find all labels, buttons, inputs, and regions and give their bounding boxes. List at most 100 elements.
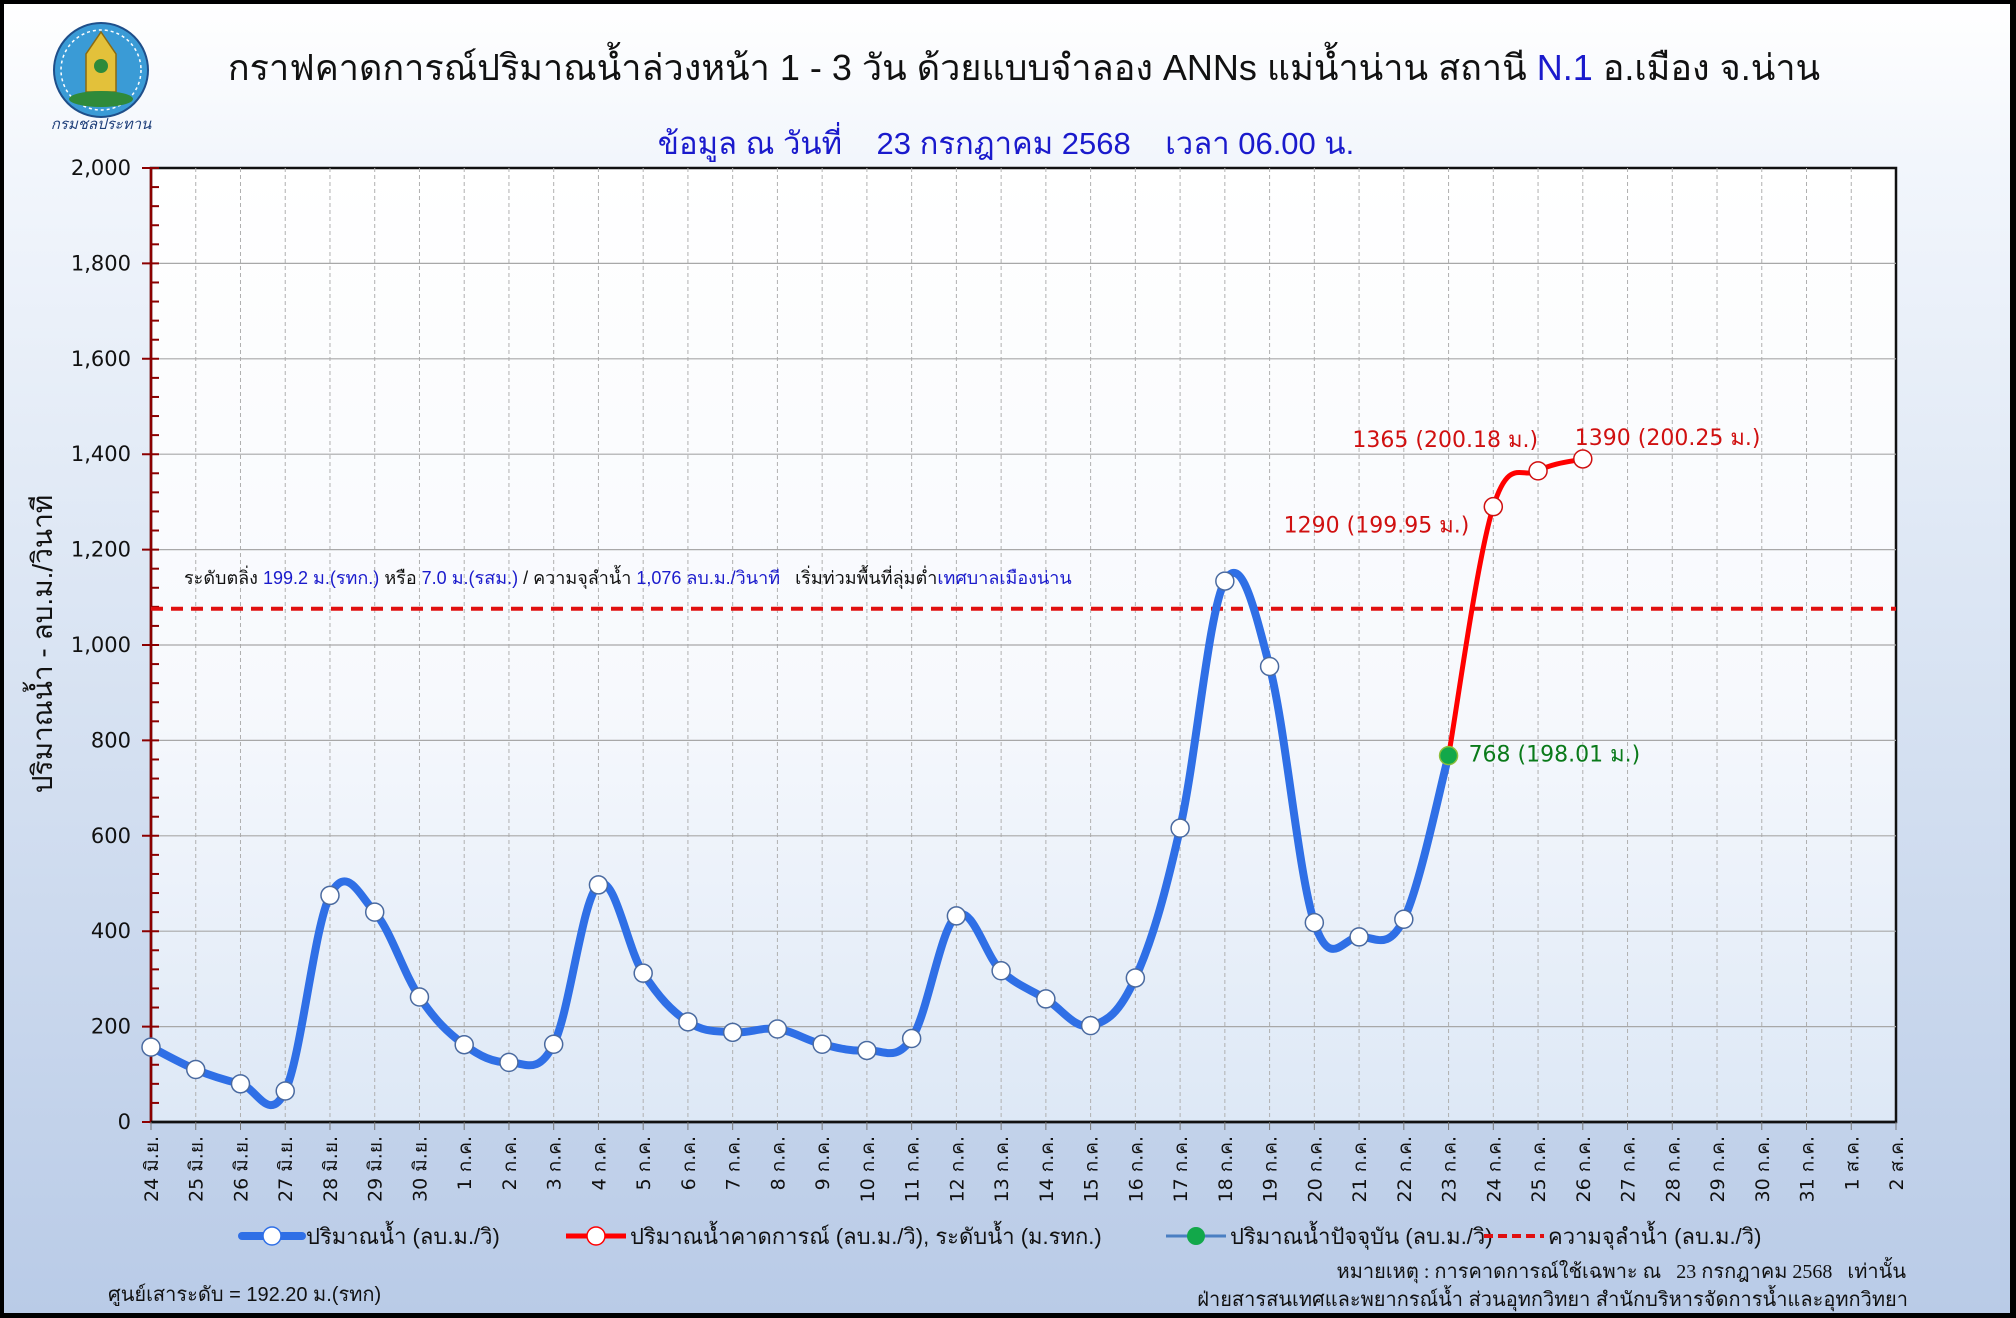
- y-tick-label: 400: [91, 919, 131, 943]
- observed-point: [678, 1012, 698, 1032]
- x-axis: 24 มิ.ย. 25 มิ.ย. 26 มิ.ย. 27 มิ.ย. 28 มิ.ย.…: [141, 1120, 1908, 1203]
- x-tick-label: 29 มิ.ย.: [365, 1136, 387, 1202]
- y-axis: 0 200 400 600 800 1,000 1,200 1,400 1,600 1,800 2,…: [71, 156, 159, 1134]
- x-tick-label: 12 ก.ค.: [946, 1136, 968, 1203]
- x-tick-label: 3 ก.ค.: [544, 1136, 566, 1190]
- x-tick-label: 18 ก.ค.: [1215, 1136, 1237, 1203]
- x-tick-label: 20 ก.ค.: [1304, 1136, 1326, 1203]
- legend-current: ปริมาณน้ำปัจจุบัน (ลบ.ม./วิ): [1166, 1221, 1493, 1250]
- x-tick-label: 16 ก.ค.: [1125, 1136, 1147, 1203]
- x-tick-label: 17 ก.ค.: [1170, 1136, 1192, 1203]
- observed-point: [633, 963, 653, 983]
- x-tick-label: 27 ก.ค.: [1618, 1136, 1640, 1203]
- x-tick-label: 21 ก.ค.: [1349, 1136, 1371, 1203]
- legend-observed: ปริมาณน้ำ (ลบ.ม./วิ): [238, 1221, 500, 1249]
- current-point: [1438, 745, 1459, 766]
- x-tick-label: 14 ก.ค.: [1036, 1136, 1058, 1203]
- x-tick-label: 24 ก.ค.: [1483, 1136, 1505, 1203]
- observed-point: [141, 1037, 161, 1057]
- data-markers: [141, 449, 1593, 1101]
- legend-capacity: ความจุลำน้ำ (ลบ.ม./วิ): [1484, 1221, 1761, 1250]
- forecast-point: [1528, 461, 1548, 481]
- x-tick-label: 26 มิ.ย.: [230, 1136, 252, 1202]
- logo-text: กรมชลประทาน: [51, 116, 152, 133]
- y-tick-label: 1,600: [71, 347, 131, 371]
- x-tick-label: 28 มิ.ย.: [320, 1136, 342, 1202]
- point-annotation: 1290 (199.95 ม.): [1284, 514, 1470, 539]
- chart-title: กราฟคาดการณ์ปริมาณน้ำล่วงหน้า 1 - 3 วัน …: [228, 41, 1820, 88]
- point-annotation: 1390 (200.25 ม.): [1575, 426, 1761, 451]
- observed-point: [185, 1059, 206, 1080]
- observed-point: [1215, 571, 1235, 591]
- observed-point: [1259, 656, 1280, 677]
- x-tick-label: 15 ก.ค.: [1081, 1136, 1103, 1203]
- y-tick-label: 1,400: [71, 442, 131, 466]
- observed-point: [320, 885, 340, 906]
- x-tick-label: 25 ก.ค.: [1528, 1136, 1550, 1203]
- x-tick-label: 10 ก.ค.: [857, 1136, 879, 1203]
- x-tick-label: 23 ก.ค.: [1439, 1136, 1461, 1203]
- agency-credit: ฝ่ายสารสนเทศและพยากรณ์น้ำ ส่วนอุทกวิทยา …: [1197, 1285, 1908, 1312]
- x-tick-label: 31 ก.ค.: [1797, 1136, 1819, 1203]
- chart-frame: กรมชลประทาน กราฟคาดการณ์ปริมาณน้ำล่วงหน้…: [4, 4, 2010, 1313]
- svg-text:ปริมาณน้ำคาดการณ์ (ลบ.ม./วิ),: ปริมาณน้ำคาดการณ์ (ลบ.ม./วิ), ระดับน้ำ (…: [630, 1221, 1102, 1249]
- y-tick-label: 600: [91, 824, 131, 848]
- x-tick-label: 30 ก.ค.: [1752, 1136, 1774, 1203]
- point-annotation: 768 (198.01 ม.): [1469, 743, 1641, 768]
- forecast-point: [1483, 496, 1504, 517]
- observed-point: [588, 875, 609, 895]
- y-axis-label: ปริมาณน้ำ - ลบ.ม./วินาที: [22, 495, 58, 793]
- x-tick-label: 13 ก.ค.: [991, 1136, 1013, 1203]
- x-tick-label: 27 มิ.ย.: [275, 1136, 297, 1202]
- observed-point: [1125, 968, 1146, 988]
- observed-point: [499, 1052, 519, 1073]
- y-tick-label: 1,800: [71, 251, 131, 275]
- x-tick-label: 9 ก.ค.: [812, 1136, 834, 1190]
- observed-point: [454, 1034, 474, 1055]
- x-tick-label: 5 ก.ค.: [633, 1136, 655, 1190]
- observed-point: [946, 906, 967, 926]
- observed-point: [543, 1034, 564, 1054]
- forecast-point: [1573, 449, 1593, 469]
- y-tick-label: 1,200: [71, 538, 131, 562]
- x-tick-label: 19 ก.ค.: [1260, 1136, 1282, 1203]
- x-tick-label: 6 ก.ค.: [678, 1136, 700, 1190]
- observed-point: [991, 961, 1011, 981]
- x-tick-label: 26 ก.ค.: [1573, 1136, 1595, 1203]
- point-annotation: 1365 (200.18 ม.): [1352, 428, 1538, 453]
- y-tick-label: 200: [91, 1015, 131, 1039]
- x-tick-label: 29 ก.ค.: [1707, 1136, 1729, 1203]
- observed-point: [812, 1034, 832, 1054]
- observed-point: [901, 1028, 922, 1049]
- legend: ปริมาณน้ำ (ลบ.ม./วิ) ปริมาณน้ำคาดการณ์ (…: [238, 1221, 1761, 1250]
- observed-point: [1170, 818, 1190, 838]
- x-tick-label: 8 ก.ค.: [767, 1136, 789, 1190]
- observed-point: [1036, 989, 1056, 1009]
- observed-point: [1349, 927, 1369, 947]
- forecast-flow-line: [1446, 456, 1586, 759]
- x-tick-label: 1 ก.ค.: [454, 1136, 476, 1190]
- x-tick-label: 25 มิ.ย.: [186, 1136, 208, 1202]
- svg-text:ความจุลำน้ำ (ลบ.ม./วิ): ความจุลำน้ำ (ลบ.ม./วิ): [1548, 1221, 1761, 1250]
- threshold-note: ระดับตลิ่ง 199.2 ม.(รทก.) หรือ 7.0 ม.(รส…: [184, 565, 1072, 589]
- y-tick-label: 2,000: [71, 156, 131, 180]
- observed-point: [857, 1040, 877, 1061]
- x-tick-label: 2 ส.ค.: [1886, 1136, 1908, 1191]
- y-tick-label: 1,000: [71, 633, 131, 657]
- observed-point: [230, 1074, 251, 1094]
- gauge-zero-note: ศูนย์เสาระดับ = 192.20 ม.(รทก): [108, 1283, 381, 1307]
- observed-point: [1304, 912, 1325, 933]
- observed-point: [1080, 1015, 1101, 1036]
- x-tick-label: 2 ก.ค.: [499, 1136, 521, 1190]
- chart-subtitle: ข้อมูล ณ วันที่ 23 กรกฎาคม 2568 เวลา 06.…: [658, 122, 1354, 162]
- x-tick-label: 11 ก.ค.: [902, 1136, 924, 1203]
- x-tick-label: 24 มิ.ย.: [141, 1136, 163, 1202]
- x-tick-label: 4 ก.ค.: [588, 1136, 610, 1190]
- legend-forecast: ปริมาณน้ำคาดการณ์ (ลบ.ม./วิ), ระดับน้ำ (…: [566, 1221, 1102, 1249]
- x-tick-label: 22 ก.ค.: [1394, 1136, 1416, 1203]
- observed-point: [409, 987, 430, 1007]
- svg-text:ปริมาณน้ำ (ลบ.ม./วิ): ปริมาณน้ำ (ลบ.ม./วิ): [306, 1221, 500, 1249]
- x-tick-label: 7 ก.ค.: [723, 1136, 745, 1190]
- observed-point: [1394, 909, 1414, 930]
- y-tick-label: 800: [91, 728, 131, 752]
